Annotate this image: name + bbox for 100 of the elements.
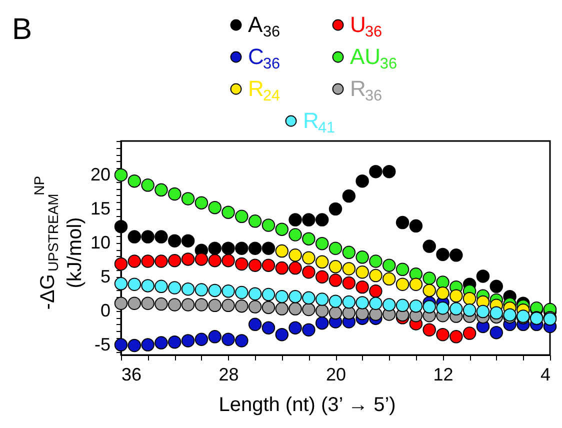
point	[275, 328, 288, 342]
point	[194, 332, 208, 346]
point	[302, 213, 316, 226]
point	[248, 242, 262, 255]
point	[275, 244, 288, 258]
point	[168, 335, 182, 349]
point	[396, 278, 410, 291]
point	[181, 192, 195, 206]
point	[235, 286, 248, 300]
x-tick-label: 4	[540, 364, 550, 384]
x-axis-title: Length (nt) (3’ → 5’)	[218, 394, 396, 416]
point	[396, 298, 410, 312]
point	[436, 286, 450, 300]
point	[356, 250, 369, 264]
point	[342, 262, 356, 276]
point	[235, 257, 248, 271]
point	[154, 230, 168, 244]
point	[422, 284, 436, 298]
point	[315, 316, 329, 330]
point	[369, 164, 382, 178]
point	[114, 220, 128, 234]
point	[222, 284, 235, 298]
point	[476, 270, 490, 283]
point	[462, 304, 476, 317]
point	[302, 323, 316, 336]
point	[154, 297, 168, 311]
point	[490, 306, 503, 320]
point	[168, 298, 182, 312]
point	[154, 336, 168, 350]
point	[490, 280, 503, 293]
point	[328, 202, 342, 216]
point	[262, 242, 276, 255]
point	[235, 242, 248, 255]
point	[288, 290, 302, 304]
point	[275, 261, 288, 275]
point	[436, 276, 450, 289]
text: B	[12, 13, 32, 46]
point	[235, 334, 248, 348]
point	[168, 187, 182, 201]
point	[462, 326, 476, 340]
point	[262, 218, 276, 232]
point	[342, 246, 356, 260]
point	[128, 338, 142, 352]
point	[141, 296, 154, 310]
point	[369, 296, 382, 310]
point	[208, 330, 222, 344]
point	[382, 164, 396, 178]
point	[436, 328, 450, 342]
point	[208, 254, 222, 268]
point	[409, 278, 423, 291]
point	[396, 216, 410, 230]
point	[194, 283, 208, 296]
point	[141, 230, 154, 244]
point	[114, 296, 128, 310]
point	[436, 302, 450, 315]
point	[141, 338, 154, 352]
point	[450, 289, 463, 303]
point	[248, 300, 262, 314]
point	[275, 302, 288, 316]
point	[369, 268, 382, 282]
point	[409, 219, 423, 233]
y-tick-label: 10	[90, 232, 110, 252]
point	[222, 332, 235, 346]
x-tick-label: 20	[326, 364, 346, 384]
point	[114, 257, 128, 271]
point	[328, 260, 342, 274]
point	[315, 304, 329, 318]
y-tick-label: 20	[90, 164, 110, 184]
point	[222, 242, 235, 255]
point	[275, 222, 288, 236]
point	[328, 242, 342, 255]
point	[356, 306, 369, 320]
x-tick-label: 28	[218, 364, 239, 384]
point	[302, 251, 316, 264]
point	[315, 292, 329, 306]
point	[222, 298, 235, 312]
point	[302, 266, 316, 279]
x-tick-label: 12	[433, 364, 454, 384]
point	[141, 254, 154, 268]
point	[436, 248, 450, 262]
point	[181, 334, 195, 348]
point	[342, 295, 356, 309]
point	[450, 248, 463, 262]
point	[490, 326, 503, 340]
y-tick-label: 5	[100, 266, 110, 286]
point	[450, 330, 463, 344]
point	[315, 270, 329, 284]
point	[128, 278, 142, 291]
y-tick-label: -5	[94, 334, 110, 354]
point	[262, 288, 276, 302]
point	[262, 300, 276, 314]
point	[194, 196, 208, 210]
point	[275, 290, 288, 304]
point	[369, 308, 382, 321]
point	[288, 302, 302, 316]
point	[462, 292, 476, 306]
point	[208, 298, 222, 312]
point	[422, 300, 436, 314]
point	[369, 284, 382, 298]
point	[302, 232, 316, 246]
